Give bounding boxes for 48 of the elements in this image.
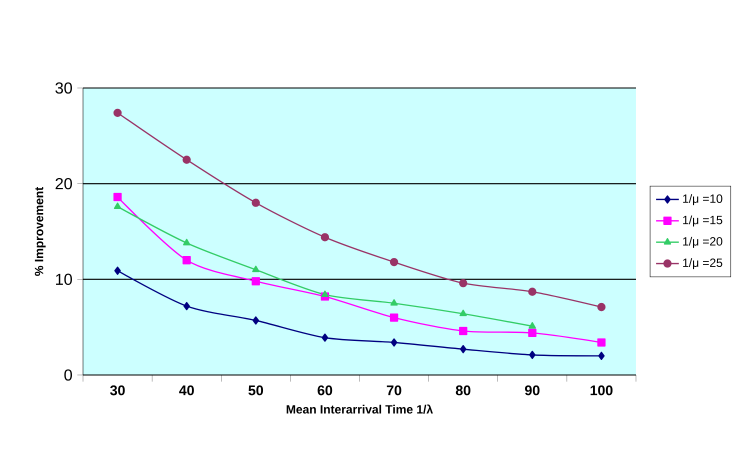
point bbox=[597, 302, 606, 312]
point bbox=[252, 266, 260, 272]
x-tick-label: 60 bbox=[318, 385, 332, 396]
point bbox=[114, 202, 122, 210]
x-tick-label: 90 bbox=[525, 385, 540, 396]
point bbox=[390, 313, 398, 322]
legend-label: 1/μ =20 bbox=[683, 236, 722, 248]
point bbox=[459, 326, 468, 336]
point bbox=[183, 302, 190, 310]
y-tick-label: 10 bbox=[56, 274, 72, 285]
legend-label: 1/μ =10 bbox=[683, 194, 722, 206]
y-tick-label: 20 bbox=[56, 178, 72, 190]
point bbox=[460, 310, 467, 316]
legend-label: 1/μ =15 bbox=[683, 215, 722, 226]
point bbox=[528, 322, 536, 329]
point bbox=[183, 238, 190, 246]
point bbox=[182, 156, 191, 164]
point bbox=[113, 108, 122, 117]
x-tick-label: 30 bbox=[110, 385, 125, 396]
x-tick-label: 50 bbox=[248, 385, 264, 396]
point bbox=[390, 299, 398, 306]
x-tick-label: 80 bbox=[456, 385, 470, 396]
point bbox=[321, 290, 329, 298]
point bbox=[322, 334, 328, 342]
y-tick-label: 30 bbox=[55, 82, 72, 94]
point bbox=[459, 279, 468, 288]
point bbox=[597, 338, 606, 347]
point bbox=[598, 352, 605, 360]
x-tick-label: 70 bbox=[386, 385, 402, 396]
point bbox=[390, 258, 398, 266]
point bbox=[320, 233, 330, 242]
point bbox=[113, 192, 122, 202]
point bbox=[528, 328, 536, 338]
y-axis-title: % Improvement bbox=[34, 186, 46, 276]
point bbox=[460, 345, 466, 354]
point bbox=[252, 198, 260, 207]
point bbox=[390, 338, 398, 347]
x-axis-title: Mean Interarrival Time 1/λ bbox=[286, 404, 433, 414]
point bbox=[252, 277, 260, 286]
x-tick-label: 40 bbox=[179, 385, 194, 396]
point bbox=[182, 256, 191, 264]
y-tick-label: 0 bbox=[64, 369, 72, 381]
point bbox=[528, 288, 536, 296]
point bbox=[252, 316, 260, 325]
point bbox=[114, 266, 121, 275]
point bbox=[529, 350, 536, 360]
legend-label: 1/μ =25 bbox=[683, 258, 722, 270]
x-tick-label: 100 bbox=[590, 385, 613, 396]
